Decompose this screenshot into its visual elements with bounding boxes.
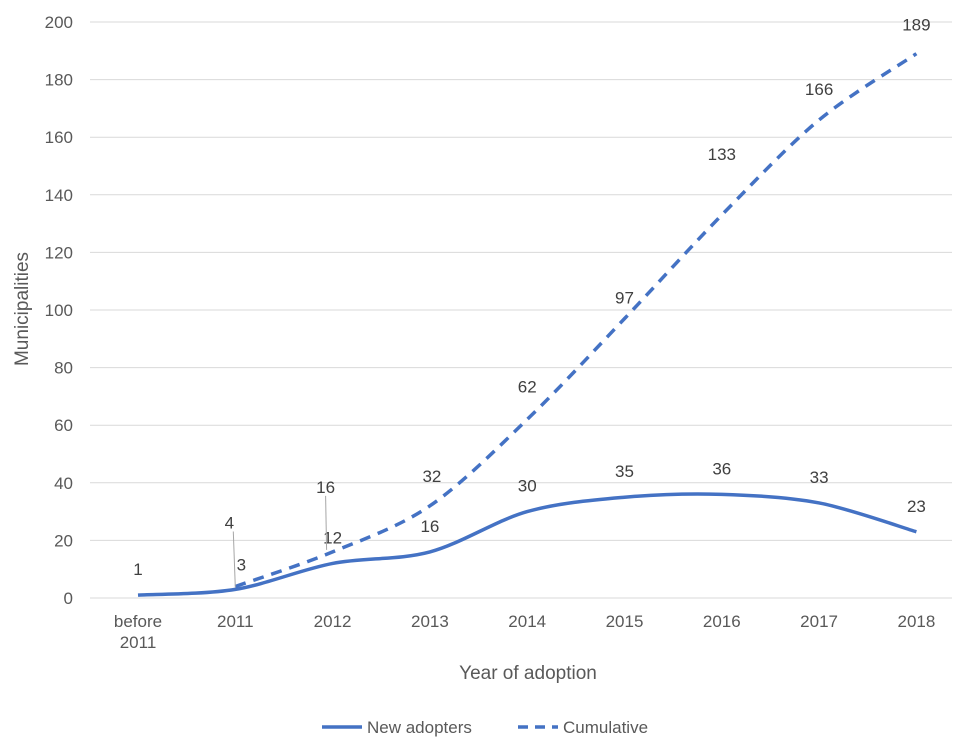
data-label-new-adopters: 12 bbox=[323, 528, 342, 547]
y-tick-label: 40 bbox=[54, 474, 73, 493]
series-lines bbox=[137, 52, 918, 597]
data-labels: 1 3 12 16 30 35 36 33 23 4 16 32 62 97 133 166 189 bbox=[133, 16, 931, 588]
data-label-new-adopters: 23 bbox=[907, 497, 926, 516]
data-label-cumulative: 4 bbox=[225, 513, 234, 532]
y-tick-label: 0 bbox=[64, 589, 73, 608]
series-line-cumulative bbox=[234, 52, 918, 589]
y-tick-label: 20 bbox=[54, 531, 73, 550]
data-label-cumulative: 32 bbox=[422, 467, 441, 486]
data-label-cumulative: 62 bbox=[518, 377, 537, 396]
data-label-new-adopters: 16 bbox=[420, 517, 439, 536]
y-axis-title: Municipalities bbox=[12, 252, 33, 366]
x-tick-label: 2016 bbox=[703, 612, 741, 631]
gridlines bbox=[90, 21, 952, 599]
data-label-cumulative: 16 bbox=[316, 478, 335, 497]
data-label-cumulative: 166 bbox=[805, 80, 833, 99]
x-axis-title: Year of adoption bbox=[459, 663, 597, 684]
data-label-new-adopters: 36 bbox=[712, 459, 731, 478]
y-tick-label: 100 bbox=[45, 301, 73, 320]
x-tick-label: 2018 bbox=[897, 612, 935, 631]
y-tick-label: 60 bbox=[54, 416, 73, 435]
y-tick-label: 200 bbox=[45, 13, 73, 32]
y-tick-label: 140 bbox=[45, 186, 73, 205]
legend-label-new-adopters: New adopters bbox=[367, 718, 472, 737]
x-tick-label: 2011 bbox=[217, 612, 254, 631]
data-label-cumulative: 189 bbox=[902, 16, 930, 35]
x-tick-label: 2013 bbox=[411, 612, 449, 631]
x-tick-label: 2012 bbox=[314, 612, 352, 631]
y-tick-label: 80 bbox=[54, 359, 73, 378]
data-label-new-adopters: 35 bbox=[615, 462, 634, 481]
data-label-new-adopters: 1 bbox=[133, 560, 142, 579]
x-axis-ticks: before 2011 2011 2012 2013 2014 2015 2016 2017 20… bbox=[114, 612, 935, 652]
leader-line bbox=[232, 531, 236, 588]
data-label-cumulative: 133 bbox=[708, 145, 736, 164]
legend: New adopters Cumulative bbox=[322, 718, 648, 737]
data-label-new-adopters: 33 bbox=[810, 468, 829, 487]
series-line-new-adopters bbox=[137, 492, 917, 597]
x-tick-label: 2017 bbox=[800, 612, 838, 631]
x-tick-label: before 2011 bbox=[114, 612, 162, 652]
data-label-cumulative: 97 bbox=[615, 289, 634, 308]
legend-label-cumulative: Cumulative bbox=[563, 718, 648, 737]
leader-line bbox=[325, 495, 328, 550]
x-tick-label: 2014 bbox=[508, 612, 546, 631]
y-axis-ticks: 0 20 40 60 80 100 120 140 160 180 200 bbox=[45, 13, 73, 608]
x-tick-label: 2015 bbox=[606, 612, 644, 631]
y-tick-label: 160 bbox=[45, 128, 73, 147]
y-tick-label: 180 bbox=[45, 71, 73, 90]
data-label-new-adopters: 3 bbox=[237, 555, 246, 574]
data-label-new-adopters: 30 bbox=[518, 477, 537, 496]
y-tick-label: 120 bbox=[45, 243, 73, 262]
